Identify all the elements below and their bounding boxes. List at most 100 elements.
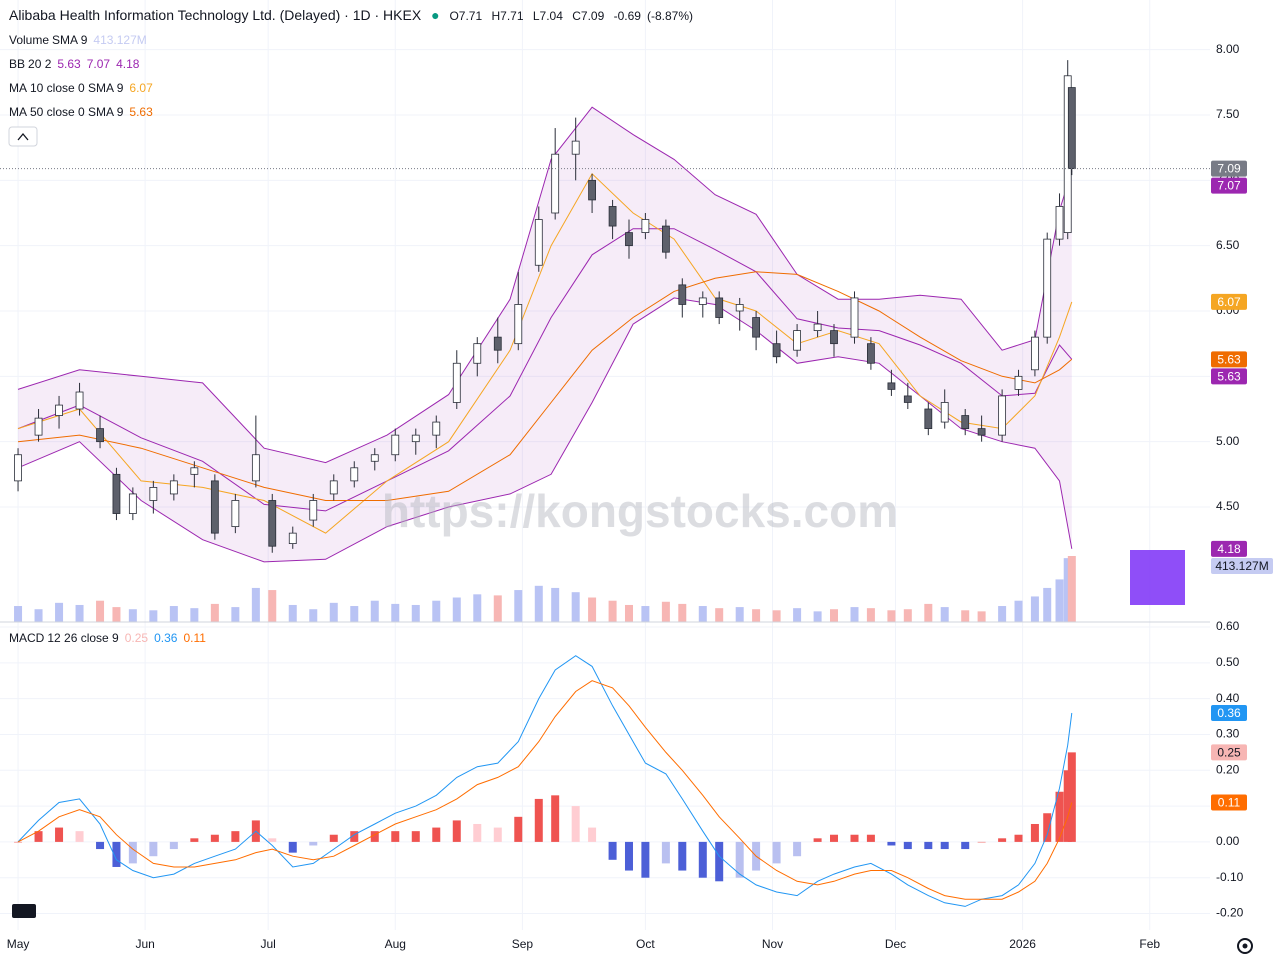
x-tick-label: Jun: [135, 937, 154, 951]
volume-bar: [452, 597, 461, 622]
macd-tag: [1211, 704, 1247, 721]
candle-body: [514, 304, 523, 345]
legend-value: 0.25: [124, 631, 149, 645]
volume-bar: [1043, 587, 1052, 622]
volume-bar: [1014, 600, 1023, 622]
volume-bar: [735, 607, 744, 622]
ma50-legend: MA 50 close 0 SMA 9 5.63: [9, 105, 159, 119]
candle-body: [940, 402, 949, 423]
volume-bar: [624, 604, 633, 622]
legend-value: 5.63: [129, 105, 153, 119]
macd-histogram-bar: [813, 838, 822, 842]
macd-histogram-bar: [1030, 823, 1039, 842]
volume-bar: [752, 609, 761, 622]
tv-logo: [12, 904, 36, 918]
volume-bar: [75, 604, 84, 622]
volume-bar: [231, 607, 240, 622]
candle-body: [493, 336, 502, 351]
candle-body: [867, 343, 875, 364]
macd-histogram-bar: [830, 834, 839, 842]
ma10-legend: MA 10 close 0 SMA 9 6.07: [9, 81, 159, 95]
collapse-button[interactable]: [8, 126, 38, 147]
macd-tag-label: 0.11: [1218, 796, 1241, 810]
price-tag: [1211, 160, 1247, 177]
volume-bar: [772, 610, 781, 622]
y-tick-label: 5.00: [1216, 434, 1240, 448]
legend-params: SMA 9: [52, 33, 88, 47]
legend-params: 12 26 close 9: [47, 631, 119, 645]
macd-tag: [1211, 794, 1247, 811]
volume-bar: [850, 607, 859, 622]
macd-histogram-bar: [1067, 752, 1076, 842]
candle-body: [887, 382, 896, 390]
macd-histogram-bar: [268, 838, 277, 842]
candle-body: [698, 297, 707, 305]
x-tick-label: May: [7, 937, 30, 951]
y-tick-label: 0.40: [1216, 691, 1240, 705]
x-tick-label: Oct: [636, 937, 655, 951]
price-tag: [1211, 351, 1247, 368]
macd-histogram-bar: [350, 831, 359, 842]
volume-bar: [329, 602, 338, 622]
macd-histogram-bar: [661, 841, 670, 864]
ohlc-value: 7.71: [458, 9, 483, 23]
x-tick-label: Sep: [512, 937, 534, 951]
volume-bar: [190, 608, 199, 622]
macd-tag: [1211, 744, 1247, 761]
macd-histogram-bar: [887, 841, 896, 846]
candle-body: [850, 297, 859, 338]
candle-body: [251, 454, 260, 482]
macd-histogram-bar: [128, 841, 137, 864]
legend-params: 10 close 0 SMA 9: [30, 81, 124, 95]
macd-histogram-bar: [977, 841, 986, 843]
candle-body: [190, 467, 199, 475]
candle-body: [735, 304, 744, 312]
symbol-title: Alibaba Health Information Technology Lt…: [9, 7, 422, 23]
macd-histogram-bar: [588, 827, 597, 842]
volume-bar: [96, 600, 105, 622]
ohlc: O7.71 H7.71 L7.04 C7.09 -0.69 (-8.87%): [449, 9, 699, 23]
bb-basis: [17, 228, 1073, 512]
legend-name: MA: [9, 81, 27, 95]
y-tick-label: -0.10: [1216, 870, 1244, 884]
settings-icon[interactable]: [1237, 938, 1253, 954]
candle-body: [210, 480, 219, 534]
legend-value: 4.18: [116, 57, 140, 71]
macd-histogram-bar: [231, 831, 240, 842]
volume-bar: [268, 590, 277, 622]
y-tick-label: 6.50: [1216, 238, 1240, 252]
bb-legend: BB 20 2 5.63 7.07 4.18: [9, 57, 145, 71]
volume-bar: [793, 608, 802, 622]
y-tick-label: -0.20: [1216, 906, 1244, 920]
macd-histogram-bar: [624, 841, 633, 871]
macd-histogram-bar: [370, 831, 379, 842]
macd-histogram-bar: [411, 831, 420, 842]
volume-bar: [169, 606, 178, 622]
candle-body: [678, 284, 687, 305]
macd-histogram-bar: [961, 841, 970, 850]
volume-legend: Volume SMA 9 413.127M: [9, 33, 153, 47]
y-tick-label: 4.50: [1216, 499, 1240, 513]
candle-body: [112, 473, 121, 514]
macd-histogram-bar: [514, 816, 523, 842]
x-tick-label: Aug: [385, 937, 406, 951]
volume-bar: [411, 604, 420, 622]
volume-bar: [534, 585, 543, 622]
candle-body: [772, 343, 781, 358]
macd-histogram-bar: [329, 834, 338, 842]
x-tick-label: Feb: [1139, 937, 1160, 951]
macd-histogram-bar: [1055, 791, 1064, 842]
volume-bar: [1055, 579, 1064, 622]
candle-body: [391, 434, 400, 456]
candle-body: [350, 467, 359, 482]
candle-body: [793, 330, 801, 351]
candle-body: [1031, 336, 1039, 371]
macd-histogram-bar: [1014, 834, 1023, 842]
candle-body: [432, 421, 441, 436]
volume-bar: [715, 608, 724, 622]
macd-histogram-bar: [534, 798, 543, 842]
price-pane: [0, 60, 1210, 622]
macd-histogram-bar: [391, 831, 400, 842]
volume-bar: [903, 609, 912, 622]
